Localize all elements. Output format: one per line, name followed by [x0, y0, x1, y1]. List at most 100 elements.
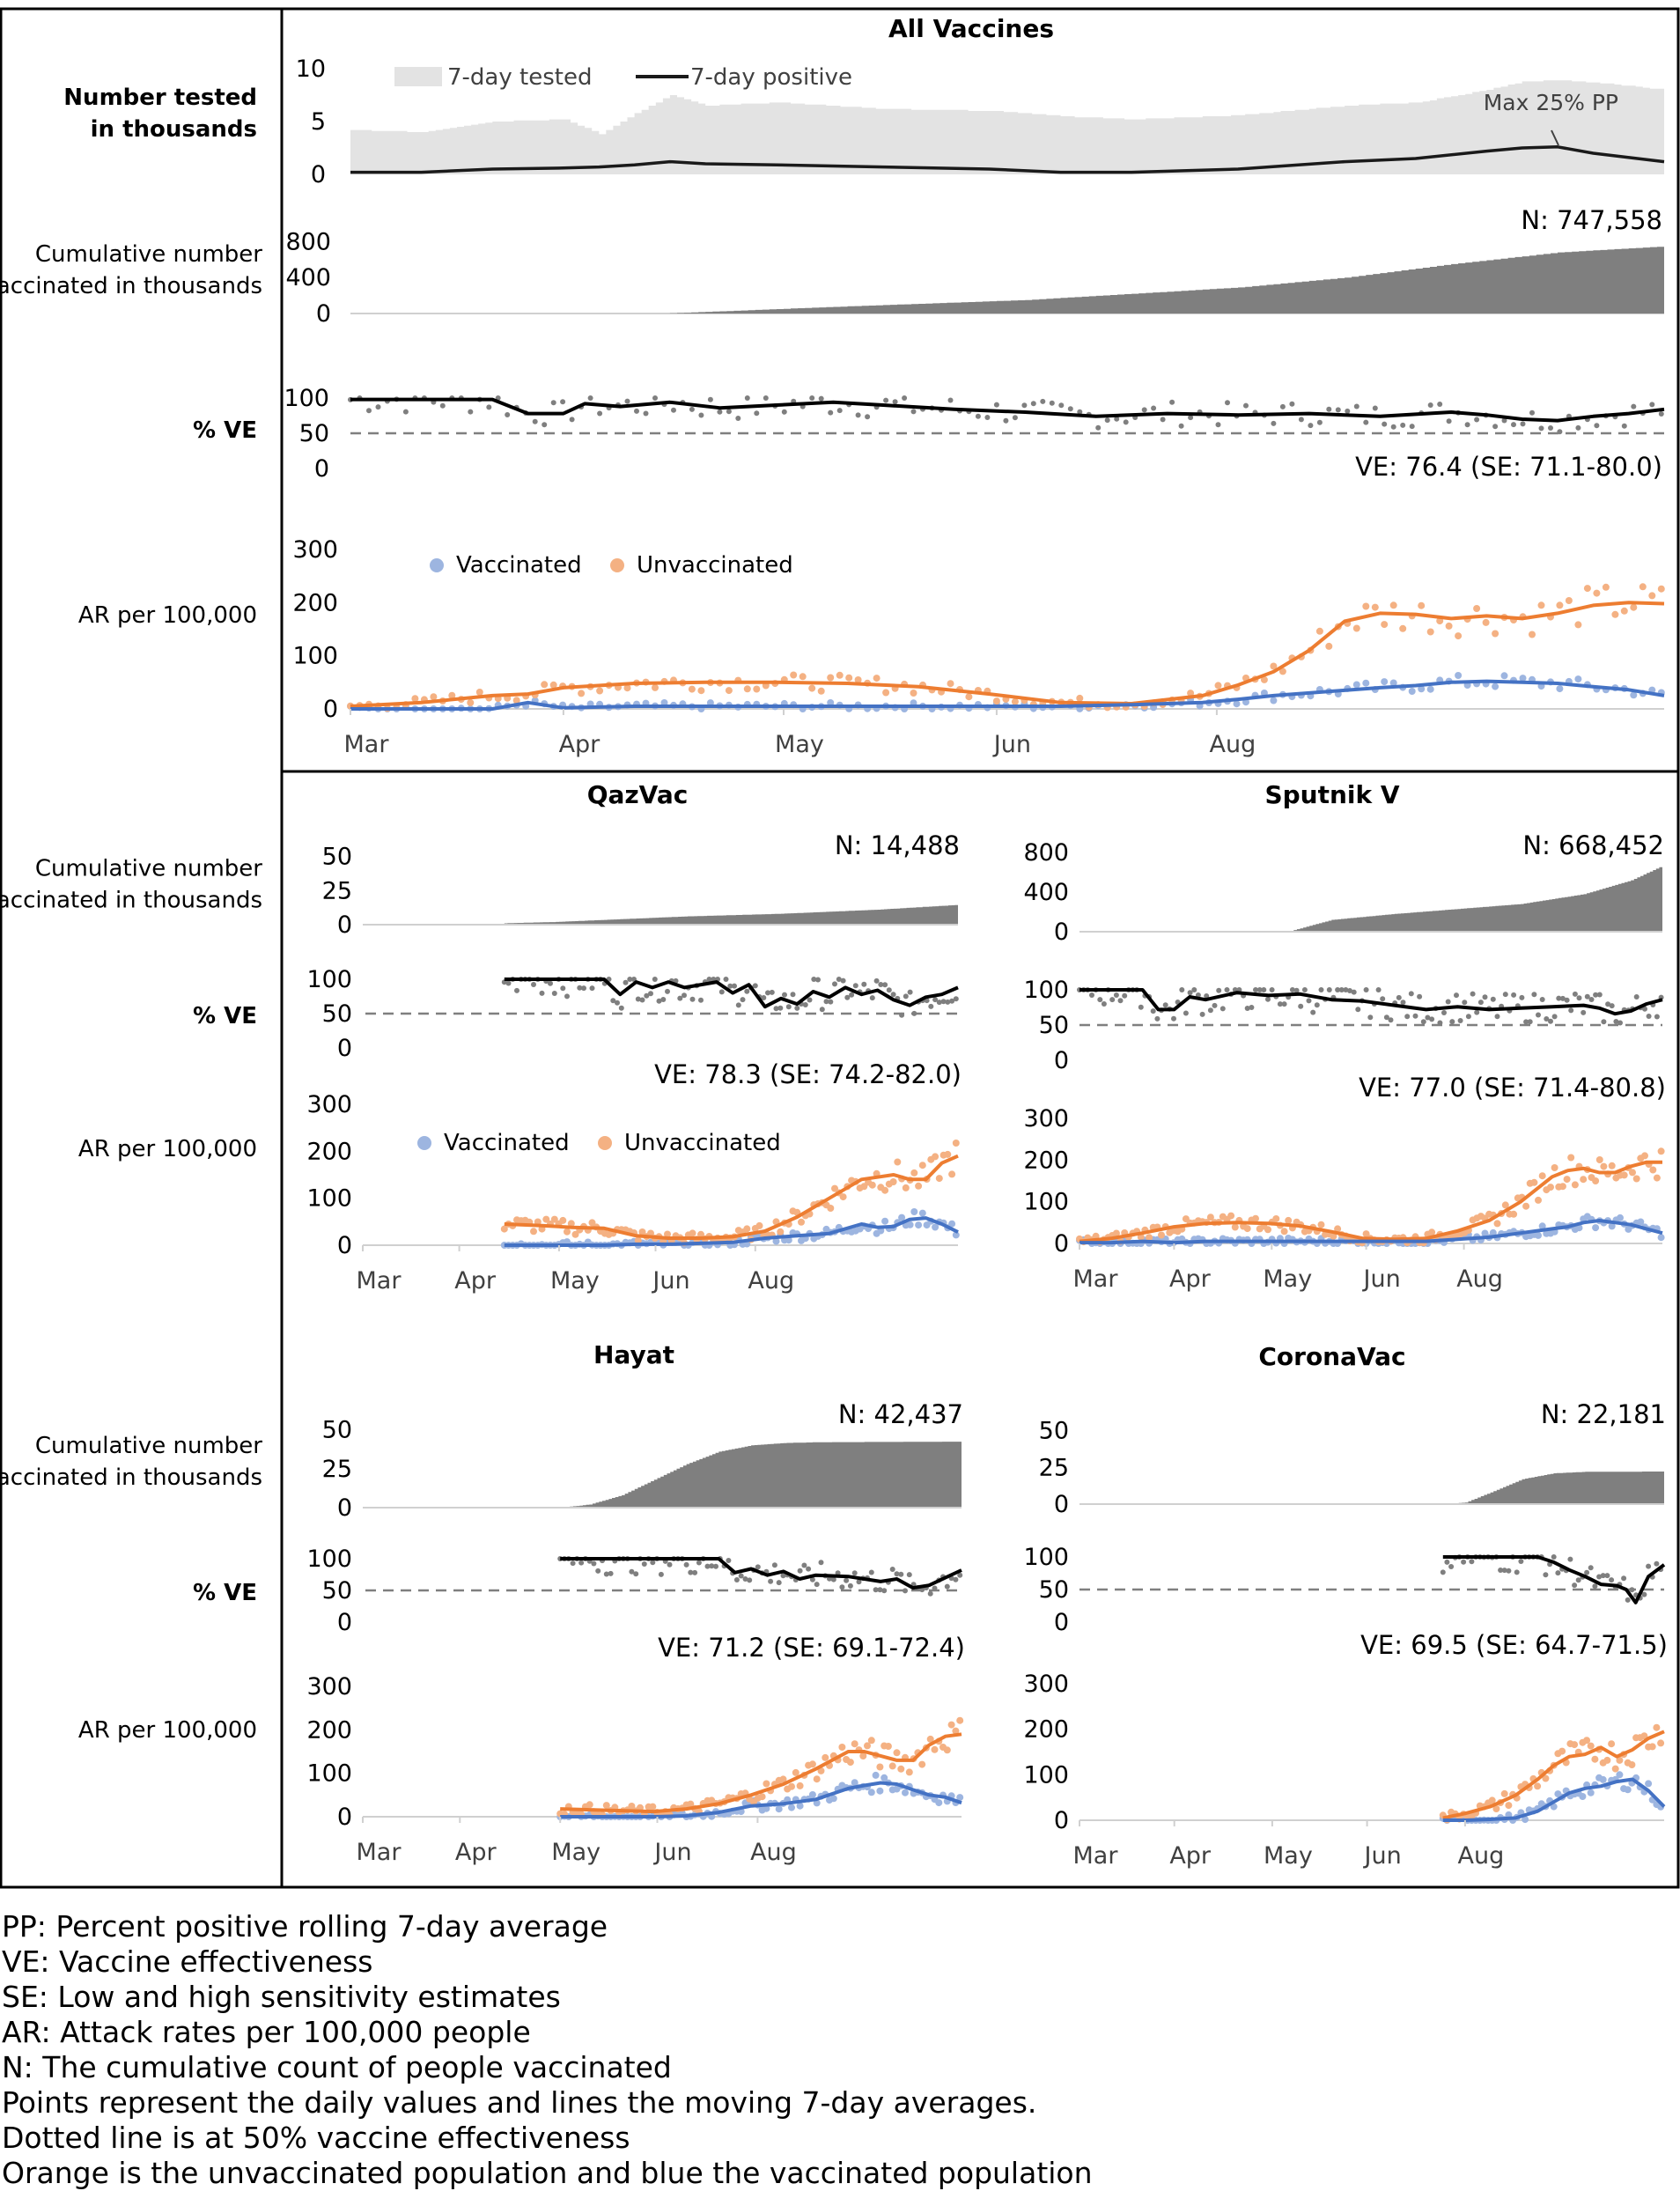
spu-ve-line	[1079, 988, 1663, 1016]
all-ve-point	[717, 409, 723, 415]
spu-ve-point	[1568, 1007, 1574, 1014]
all-ar-unvacc-point	[947, 680, 954, 688]
qaz-ar-vacc-point	[906, 1221, 914, 1228]
qaz-ve-point	[903, 993, 909, 1000]
qaz-ar-unvacc-point	[550, 1215, 558, 1223]
all-ve-point	[1427, 402, 1433, 408]
hay-ar-vacc-point	[876, 1787, 884, 1795]
cor-ve-point	[1572, 1582, 1578, 1589]
spu-ve-point	[1310, 1009, 1316, 1015]
cor-ar-xlabel: May	[1264, 1842, 1313, 1870]
spu-ar-unvacc-point	[1146, 1234, 1153, 1242]
spu-ve-point	[1306, 998, 1312, 1004]
all-ve-point	[587, 395, 593, 401]
spu-ar-unvacc-line	[1079, 1160, 1662, 1243]
hay-ve-point	[903, 1588, 908, 1594]
qaz-ar-unvacc-point	[915, 1182, 923, 1190]
hay-ar-xlabel: May	[551, 1839, 601, 1866]
qaz-ve-point	[873, 977, 880, 984]
hay-ar-vacc-point	[775, 1805, 783, 1813]
all-ar-unvacc-point	[1482, 618, 1490, 626]
hay-cum-ytick: 25	[322, 1456, 352, 1483]
hay-ve-point	[595, 1568, 601, 1574]
hay-ve-point	[856, 1579, 862, 1585]
qaz-ar-unvacc-point	[542, 1215, 550, 1223]
all-ar-unvacc-point	[1325, 642, 1333, 650]
qaz-ve-point	[539, 990, 545, 996]
spu-ve-point	[1474, 1009, 1480, 1015]
hay-ve-point	[755, 1564, 761, 1570]
footnote-ar: AR: Attack rates per 100,000 people	[2, 2015, 531, 2049]
hay-ve-point	[809, 1576, 815, 1582]
all-ve-point	[402, 409, 409, 415]
all-ar-unvacc-point	[467, 698, 475, 706]
cor-ve-label: VE: 69.5 (SE: 64.7-71.5)	[1360, 1630, 1668, 1660]
qaz-ve-point	[531, 982, 536, 987]
hay-ar-unvacc-point	[867, 1737, 875, 1745]
qaz-ve-point	[615, 1000, 620, 1006]
max-pp-annotation: Max 25% PP	[1484, 90, 1618, 115]
spu-ar-ytick: 100	[1023, 1189, 1069, 1216]
cor-ar-unvacc-point	[1657, 1739, 1665, 1747]
qaz-ar-ytick: 0	[337, 1232, 352, 1259]
qaz-ve-point	[505, 980, 512, 986]
cor-ve-point	[1469, 1559, 1475, 1565]
spu-ar-unvacc-point	[1632, 1175, 1640, 1183]
spu-ve-point	[1249, 1005, 1255, 1010]
hay-ve-point	[578, 1560, 585, 1566]
all-ar-vacc-point	[1455, 672, 1463, 679]
hay-ve-point	[733, 1577, 740, 1582]
cor-ar-unvacc-point	[1648, 1743, 1656, 1751]
spu-ar-vacc-point	[1617, 1214, 1624, 1221]
all-ar-unvacc-point	[1455, 632, 1463, 640]
footnote-colors: Orange is the unvaccinated population an…	[2, 2156, 1093, 2190]
spu-ar-xlabel: Mar	[1073, 1265, 1119, 1293]
all-ar-legend-unvacc-label: Unvaccinated	[637, 552, 793, 579]
spu-ve-point	[1502, 992, 1508, 998]
spu-ve-point	[1363, 987, 1369, 992]
hay-ve-point	[738, 1573, 744, 1579]
all-ar-unvacc-point	[790, 671, 798, 679]
all-cum-area	[350, 246, 1664, 314]
spu-ar-unvacc-point	[1538, 1172, 1546, 1180]
cor-ar-vacc-point	[1599, 1775, 1607, 1783]
all-ve-point	[1141, 407, 1147, 413]
all-ar-unvacc-point	[1630, 603, 1638, 611]
hay-ve-ytick: 50	[322, 1577, 352, 1605]
spu-ve-point	[1429, 1016, 1435, 1022]
all-ve-point	[1390, 424, 1396, 430]
all-ar-unvacc-point	[1565, 597, 1573, 604]
spu-ve-point	[1318, 987, 1324, 992]
all-ve-point	[1631, 403, 1637, 409]
all-ar-unvacc-point	[1426, 628, 1434, 636]
cor-ve-point	[1646, 1563, 1652, 1569]
all-ar-vacc-point	[1362, 679, 1370, 687]
qaz-ve-point	[577, 985, 583, 991]
hay-ve-point	[742, 1576, 748, 1582]
hay-cum-ytick: 0	[337, 1494, 352, 1522]
all-ve-point	[1169, 399, 1175, 405]
hay-ar-xlabel: Jun	[652, 1839, 691, 1866]
spu-ar-unvacc-point	[1563, 1176, 1571, 1184]
qaz-ar-legend-unvacc-marker	[598, 1136, 612, 1150]
hay-ar-unvacc-point	[602, 1802, 610, 1810]
spu-ar-unvacc-point	[1334, 1225, 1342, 1233]
cor-ve-point	[1621, 1575, 1627, 1582]
qaz-ar-unvacc-point	[634, 1236, 642, 1244]
spu-ve-point	[1281, 1001, 1287, 1007]
hay-ar-unvacc-point	[952, 1727, 960, 1735]
all-ve-point	[707, 396, 713, 402]
spu-ve-point	[1449, 1019, 1455, 1025]
hay-ve-point	[771, 1562, 777, 1568]
qaz-ar-legend-unvacc-label: Unvaccinated	[624, 1130, 781, 1156]
all-ar-unvacc-point	[1418, 601, 1426, 609]
all-ar-unvacc-point	[1214, 682, 1222, 690]
spu-ar-unvacc-point	[1535, 1196, 1542, 1204]
qaz-ve-point	[832, 981, 837, 987]
hay-ar-unvacc-point	[884, 1743, 892, 1750]
all-ve-point	[671, 407, 676, 413]
all-ar-unvacc-point	[845, 674, 853, 682]
spu-ve-point	[1224, 987, 1230, 992]
all-ve-point	[1012, 415, 1018, 421]
all-ve-point	[1594, 423, 1600, 429]
